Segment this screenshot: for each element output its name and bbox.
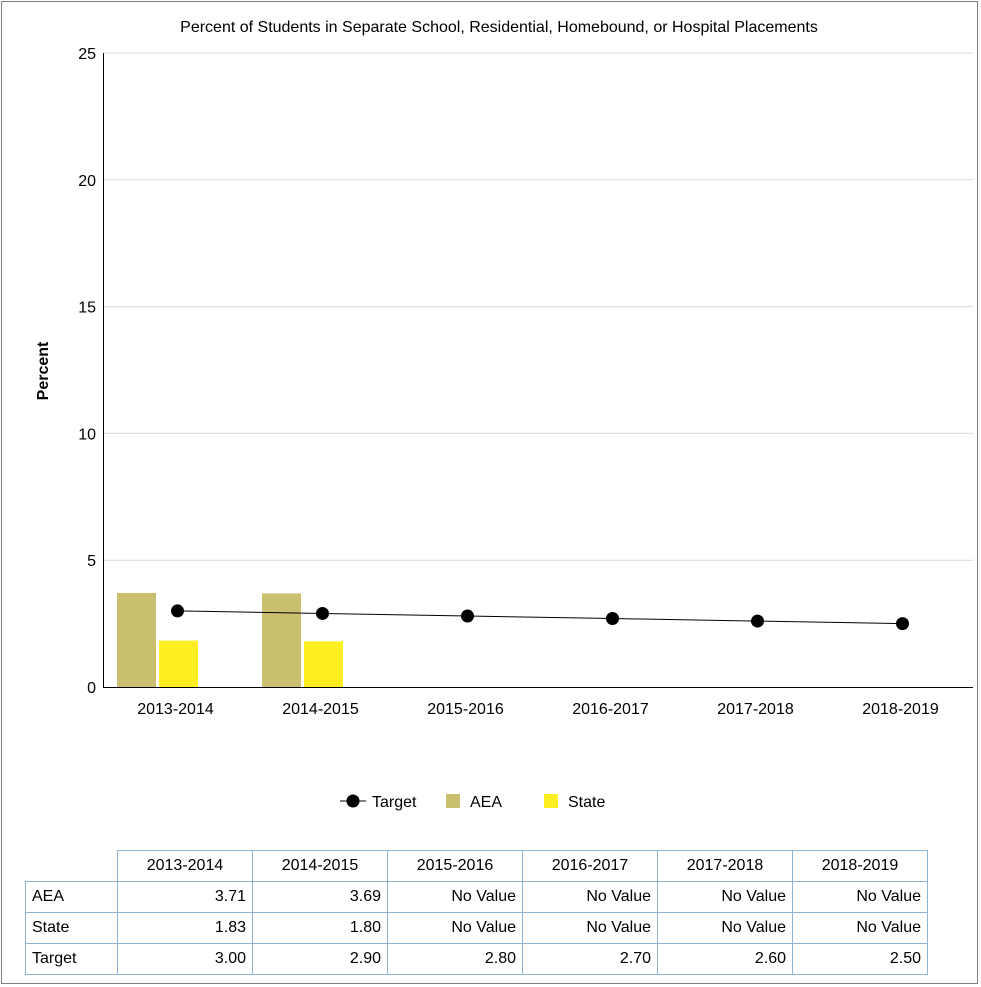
point-target	[606, 612, 619, 626]
table-column-header: 2016-2017	[522, 850, 658, 882]
table-cell: No Value	[387, 912, 523, 944]
point-target	[461, 609, 474, 623]
legend: Target AEA State	[340, 794, 605, 811]
x-tick-label: 2016-2017	[572, 701, 649, 718]
y-tick-label: 10	[78, 426, 96, 443]
table-cell: 2.50	[792, 943, 928, 975]
table-cell: No Value	[657, 881, 793, 913]
legend-item-state: State	[544, 794, 605, 811]
series-line-target	[177, 610, 903, 625]
table-row-header: AEA	[25, 881, 118, 913]
table-cell: 3.69	[252, 881, 388, 913]
chart-grid	[103, 52, 973, 561]
table-cell: 2.80	[387, 943, 523, 975]
y-tick-label: 25	[78, 46, 96, 63]
table-cell: No Value	[657, 912, 793, 944]
table-cell: No Value	[522, 881, 658, 913]
bars	[117, 592, 343, 687]
x-tick-label: 2014-2015	[282, 701, 359, 718]
y-tick-label: 5	[87, 553, 96, 570]
bar-state	[159, 640, 198, 687]
legend-label: State	[568, 794, 605, 811]
legend-label: Target	[372, 794, 417, 811]
point-target	[316, 606, 329, 620]
table-row: Target 3.00 2.90 2.80 2.70 2.60 2.50	[25, 943, 928, 975]
y-tick-label: 0	[87, 680, 96, 697]
table-row-header: Target	[25, 943, 118, 975]
x-tick-label: 2013-2014	[137, 701, 214, 718]
y-tick-label: 15	[78, 300, 96, 317]
table-cell: 2.60	[657, 943, 793, 975]
point-target	[171, 604, 184, 618]
table-cell: No Value	[387, 881, 523, 913]
legend-label: AEA	[470, 794, 502, 811]
bar-aea	[262, 593, 301, 687]
y-axis-label: Percent	[35, 341, 52, 400]
table-column-header: 2013-2014	[117, 850, 253, 882]
table-column-header: 2014-2015	[252, 850, 388, 882]
bar-aea	[117, 592, 156, 687]
table-cell: No Value	[792, 912, 928, 944]
point-target	[751, 614, 764, 628]
legend-swatch	[544, 794, 558, 808]
x-tick-label: 2017-2018	[717, 701, 794, 718]
table-cell: 3.71	[117, 881, 253, 913]
table-column-header: 2015-2016	[387, 850, 523, 882]
table-column-header: 2018-2019	[792, 850, 928, 882]
legend-item-aea: AEA	[446, 794, 502, 811]
bar-state	[304, 641, 343, 687]
y-axis: 0 5 10 15 20 25	[78, 46, 104, 697]
table-cell: 3.00	[117, 943, 253, 975]
table-row-header: State	[25, 912, 118, 944]
table-cell: 1.83	[117, 912, 253, 944]
target-line	[171, 604, 909, 631]
point-target	[896, 617, 909, 631]
y-tick-label: 20	[78, 173, 96, 190]
table-cell: No Value	[522, 912, 658, 944]
table-column-header: 2017-2018	[657, 850, 793, 882]
legend-item-target: Target	[340, 794, 417, 811]
chart-title: Percent of Students in Separate School, …	[180, 19, 818, 36]
x-tick-label: 2018-2019	[862, 701, 939, 718]
table-cell: 2.70	[522, 943, 658, 975]
chart: Percent of Students in Separate School, …	[35, 19, 973, 811]
data-table: 2013-2014 2014-2015 2015-2016 2016-2017 2017…	[25, 850, 928, 975]
table-row: State 1.83 1.80 No Value No Value No Value No …	[25, 912, 928, 944]
table-row: AEA 3.71 3.69 No Value No Value No Value No Va…	[25, 881, 928, 913]
legend-swatch	[346, 794, 360, 808]
x-axis: 2013-2014 2014-2015 2015-2016 2016-2017 2017…	[103, 687, 973, 718]
table-header-row: 2013-2014 2014-2015 2015-2016 2016-2017 2017…	[25, 850, 928, 882]
table-corner	[25, 850, 118, 882]
table-cell: 1.80	[252, 912, 388, 944]
x-tick-label: 2015-2016	[427, 701, 504, 718]
legend-swatch	[446, 794, 460, 808]
table-cell: No Value	[792, 881, 928, 913]
table-cell: 2.90	[252, 943, 388, 975]
